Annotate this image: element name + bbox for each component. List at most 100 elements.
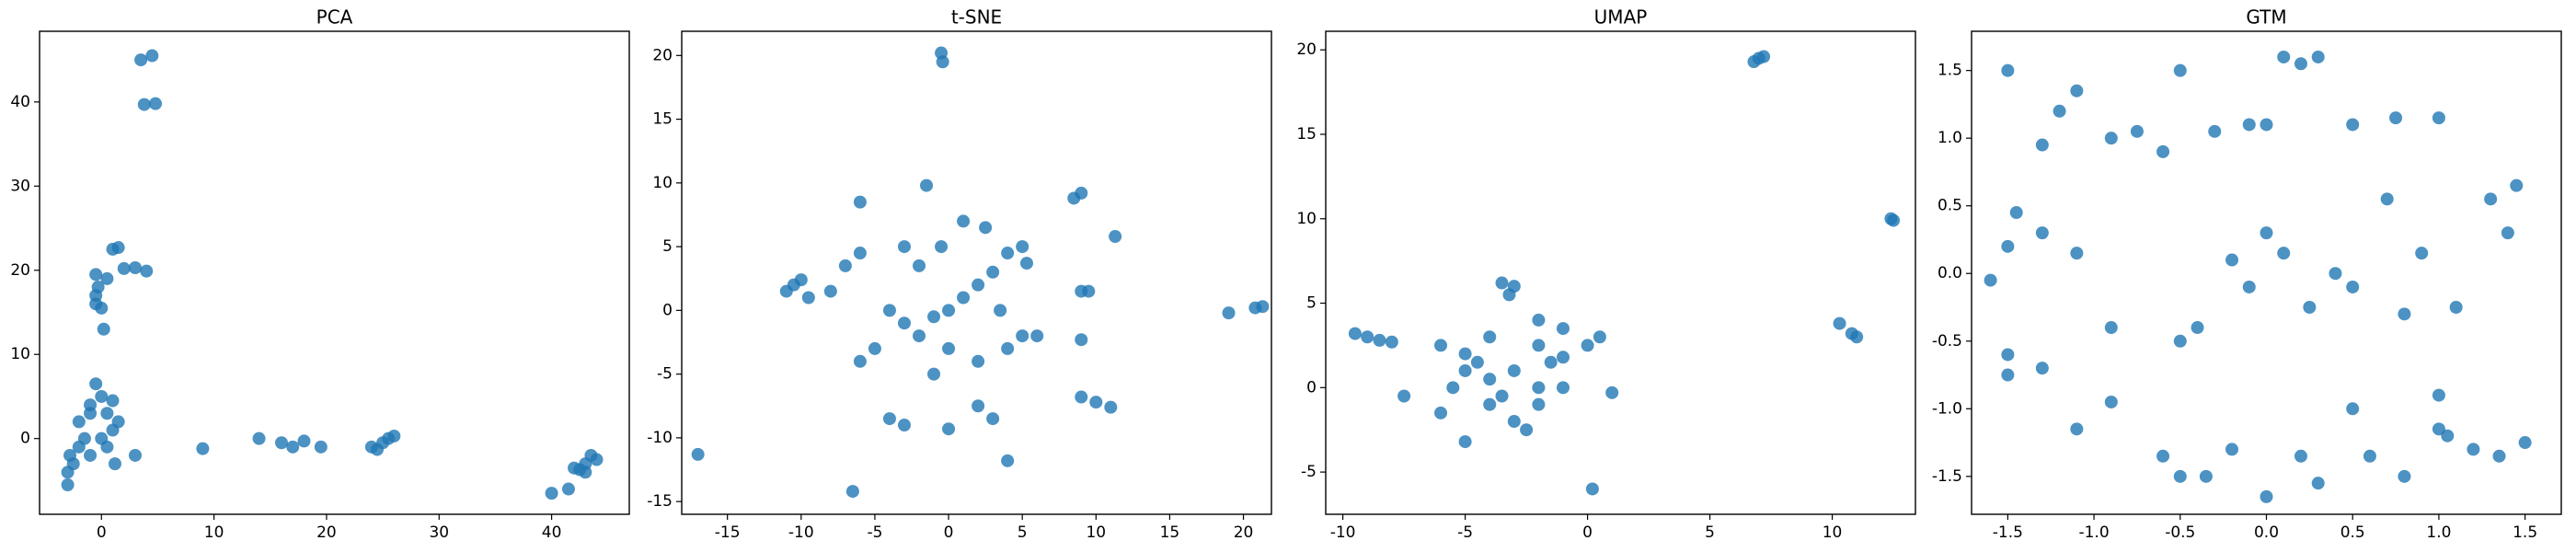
point	[84, 448, 98, 462]
point	[1495, 276, 1509, 290]
point	[2009, 206, 2023, 220]
y-tick-label: 15	[652, 110, 673, 129]
y-tick-label: 5	[1306, 294, 1317, 313]
y-tick-label: -1.0	[1932, 399, 1962, 418]
point	[897, 316, 911, 330]
point	[853, 247, 867, 260]
point	[1030, 329, 1044, 343]
y-tick-label: 5	[662, 237, 673, 256]
point	[100, 440, 114, 454]
y-tick-label: 15	[1296, 125, 1317, 144]
point	[1385, 335, 1398, 349]
x-tick-label: 1.0	[2426, 523, 2451, 542]
point	[2035, 226, 2049, 240]
point	[117, 261, 131, 275]
point	[853, 195, 867, 209]
axes-frame	[39, 30, 630, 515]
point	[106, 394, 120, 408]
point	[1089, 396, 1103, 409]
point	[2432, 388, 2445, 402]
point	[1520, 423, 1534, 437]
point	[2329, 267, 2342, 281]
point	[2346, 118, 2360, 132]
point	[2432, 111, 2445, 125]
point	[942, 422, 956, 436]
x-tick-label: 0	[1582, 523, 1593, 542]
point	[979, 221, 993, 235]
x-tick-label: 40	[542, 523, 562, 542]
point	[853, 354, 867, 368]
point	[2242, 118, 2256, 132]
point	[1581, 339, 1594, 352]
y-tick-label: -5	[1301, 463, 1317, 481]
y-tick-label: 10	[10, 345, 30, 363]
point	[100, 271, 114, 285]
point	[140, 264, 154, 278]
x-tick-label: -1.0	[2078, 523, 2109, 542]
point	[145, 49, 159, 63]
point	[573, 463, 587, 477]
point	[1373, 333, 1386, 347]
point	[89, 377, 103, 391]
point	[2501, 226, 2514, 240]
point	[2260, 489, 2273, 503]
point	[1458, 347, 1472, 361]
point	[936, 55, 949, 69]
point	[2070, 247, 2084, 260]
point	[1850, 330, 1864, 344]
point	[1605, 385, 1619, 399]
point	[920, 178, 934, 192]
point	[2518, 436, 2532, 450]
point	[897, 240, 911, 254]
point	[2191, 321, 2204, 335]
point	[1434, 339, 1448, 352]
point	[2070, 422, 2084, 436]
point	[2035, 362, 2049, 375]
point	[89, 268, 103, 282]
point	[2225, 443, 2239, 456]
point	[1483, 373, 1497, 386]
x-tick-label: -15	[715, 523, 741, 542]
point	[2510, 178, 2524, 192]
point	[845, 485, 859, 499]
point	[128, 448, 142, 462]
y-tick-label: 10	[652, 174, 673, 192]
point	[1075, 390, 1088, 404]
point	[882, 412, 896, 426]
y-tick-label: 0.0	[1938, 264, 1962, 282]
x-tick-label: 10	[1823, 523, 1843, 542]
point	[823, 284, 837, 298]
axes-frame	[1971, 30, 2562, 515]
point	[1109, 230, 1122, 244]
x-tick-label: 15	[1160, 523, 1180, 542]
point	[72, 440, 86, 454]
point	[1019, 257, 1033, 270]
point	[1361, 330, 1374, 344]
point	[691, 447, 705, 461]
point	[913, 259, 926, 272]
point	[1532, 397, 1546, 411]
point	[2277, 50, 2291, 63]
point	[1757, 50, 1771, 63]
point	[134, 53, 148, 67]
point	[1483, 397, 1497, 411]
point	[2346, 280, 2360, 293]
point	[1544, 355, 1558, 369]
point	[1556, 381, 1570, 395]
point	[838, 259, 852, 272]
point	[1532, 313, 1546, 327]
point	[2104, 395, 2118, 408]
point	[2398, 469, 2411, 483]
axes-frame	[1325, 30, 1916, 515]
point	[1507, 363, 1521, 377]
x-tick-label: 0.0	[2254, 523, 2279, 542]
point	[1483, 330, 1497, 344]
x-tick-label: 20	[316, 523, 337, 542]
point	[868, 341, 881, 355]
point	[1001, 341, 1015, 355]
point	[1532, 339, 1546, 352]
y-tick-label: -0.5	[1932, 332, 1962, 351]
y-tick-label: -10	[647, 429, 673, 447]
y-tick-label: 10	[1296, 210, 1317, 228]
point	[111, 241, 125, 255]
